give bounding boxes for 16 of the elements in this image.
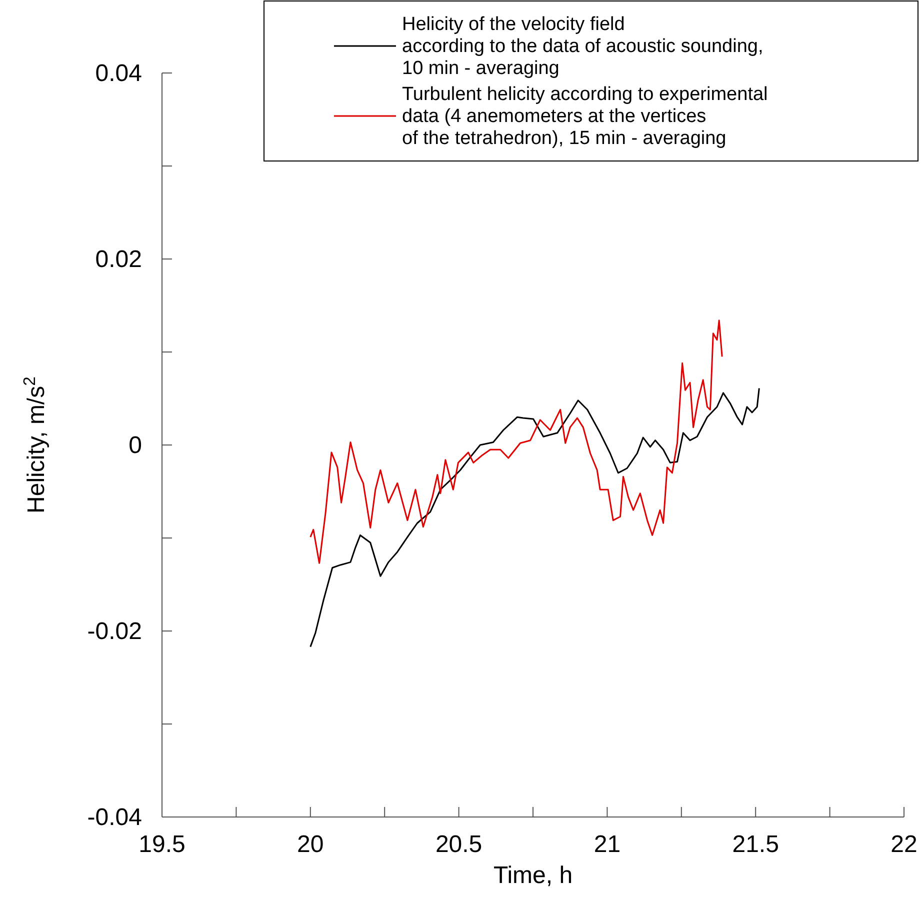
x-tick-label: 21.5 (732, 831, 779, 858)
y-tick-label: 0 (128, 432, 142, 459)
x-tick-label: 22 (890, 831, 918, 858)
y-tick-label: -0.04 (87, 804, 142, 831)
y-tick-label: 0.02 (95, 246, 142, 273)
x-axis-title: Time, h (493, 862, 573, 889)
x-tick-label: 20.5 (435, 831, 482, 858)
line-series (310, 388, 760, 648)
y-tick-label: -0.02 (87, 618, 142, 645)
legend-label: Helicity of the velocity field according to the data of acoustic sounding, 10 min - averaging (402, 14, 764, 79)
x-tick-label: 21 (594, 831, 621, 858)
legend-label: Turbulent helicity according to experimental data (4 anemometers at the vertices of the tetrahedron), 15 min - averaging (402, 84, 768, 149)
y-tick-label: 0.04 (95, 60, 142, 87)
line-series (310, 320, 723, 564)
x-tick-label: 19.5 (138, 831, 186, 858)
x-tick-label: 20 (297, 831, 324, 858)
